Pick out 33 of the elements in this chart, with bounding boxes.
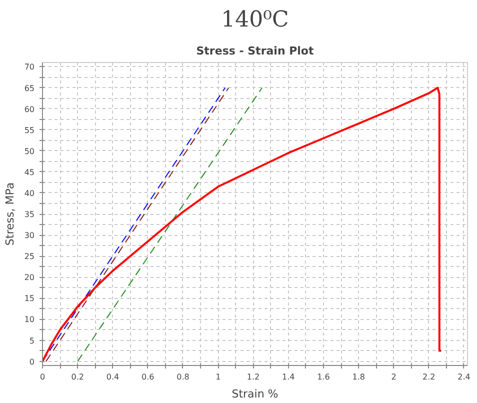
x-tick-label: 0 [40, 372, 46, 382]
y-tick-label: 60 [24, 104, 35, 114]
y-tick-label: 5 [29, 336, 35, 346]
x-tick-label: 0.4 [106, 372, 120, 382]
y-tick-label: 55 [24, 126, 35, 135]
y-tick-label: 40 [24, 188, 35, 198]
y-tick-label: 10 [24, 315, 35, 324]
x-tick-label: 1.2 [246, 372, 260, 382]
y-tick-label: 30 [24, 231, 35, 240]
y-tick-label: 0 [29, 357, 35, 366]
x-tick-label: 0.8 [176, 372, 190, 382]
y-tick-label: 45 [24, 168, 35, 177]
x-axis-title: Strain % [232, 388, 278, 400]
x-tick-label: 0.2 [71, 372, 84, 382]
x-tick-label: 1.6 [317, 372, 330, 382]
x-tick-label: 2.4 [458, 372, 470, 382]
y-tick-label: 70 [24, 62, 35, 72]
line-series [42, 86, 442, 362]
y-axis-title: Stress, MPa [3, 182, 16, 246]
y-tick-label: 15 [24, 294, 35, 304]
x-tick-label: 2 [391, 372, 396, 382]
x-tick-label: 1.8 [352, 372, 365, 382]
x-tick-label: 1 [216, 372, 221, 382]
y-tick-label: 65 [24, 84, 35, 93]
y-tick-label: 25 [24, 252, 35, 262]
x-tick-label: 0.6 [142, 372, 154, 382]
x-tick-label: 1.4 [282, 372, 295, 382]
y-tick-label: 35 [24, 210, 35, 219]
chart-subtitle: Stress - Strain Plot [196, 44, 314, 58]
y-tick-label: 20 [24, 273, 35, 282]
y-tick-label: 50 [24, 146, 35, 156]
chart-title: 140⁰C [221, 8, 289, 32]
x-tick-label: 2.2 [422, 372, 436, 382]
